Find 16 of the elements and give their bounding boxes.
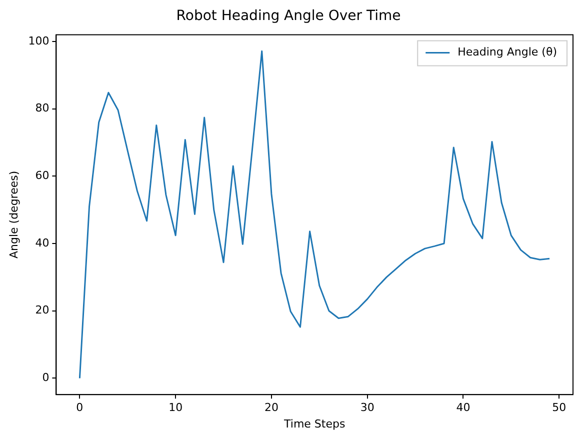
x-tick-label: 10	[168, 401, 183, 414]
x-axis-title: Time Steps	[282, 417, 346, 430]
x-tick-label: 30	[360, 401, 374, 414]
x-tick-label: 50	[552, 401, 566, 414]
y-tick-label: 60	[35, 168, 50, 182]
y-tick-label: 0	[42, 371, 50, 384]
x-tick-label: 40	[456, 401, 470, 414]
y-axis-title: Angle (degrees)	[7, 170, 20, 259]
y-tick-label: 40	[35, 236, 50, 250]
y-tick-label: 100	[28, 34, 50, 48]
y-tick-label: 20	[35, 304, 50, 317]
y-tick-label: 80	[35, 102, 50, 115]
x-tick-label: 20	[264, 401, 278, 414]
legend-label: Heading Angle (θ)	[458, 46, 558, 59]
x-tick-label: 0	[76, 401, 84, 414]
chart-title: Robot Heading Angle Over Time	[176, 8, 401, 24]
